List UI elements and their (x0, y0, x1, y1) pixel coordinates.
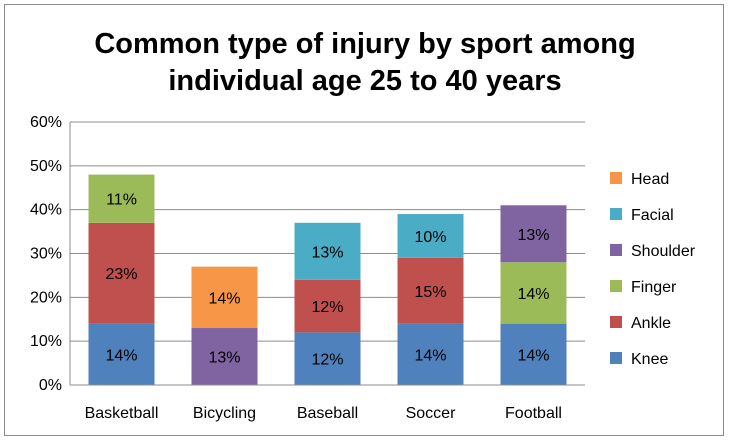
bar-segment-knee (294, 332, 361, 385)
y-tick-label: 50% (30, 158, 62, 175)
legend-label: Finger (631, 279, 677, 296)
data-label: 12% (311, 299, 343, 316)
y-tick-label: 30% (30, 246, 62, 263)
bar-segment-head (191, 266, 258, 329)
legend-item-ankle: Ankle (610, 315, 671, 332)
data-label: 11% (106, 192, 137, 209)
bar-segment-ankle (88, 222, 155, 324)
x-tick-label: Football (505, 405, 562, 422)
y-tick-label: 40% (30, 202, 62, 219)
bars: 14% 23% 11% 13% 14% 12% 12% 13% 14% 15% 10% 14% 14% 1… (88, 174, 567, 385)
chart-title: Common type of injury by sport among ind… (94, 28, 635, 97)
data-label: 10% (414, 229, 446, 246)
chart-title-line-1: Common type of injury by sport among (94, 28, 635, 60)
data-label: 13% (208, 350, 240, 367)
chart-title-line-2: individual age 25 to 40 years (168, 65, 561, 97)
legend-swatch (610, 280, 622, 292)
bar-segment-knee (88, 323, 155, 385)
bar-segment-facial (294, 222, 361, 280)
bar-segment-shoulder (500, 205, 567, 263)
y-axis: 0% 10% 20% 30% 40% 50% 60% (30, 114, 71, 394)
bar-segment-knee (397, 323, 464, 385)
bar-segment-finger (500, 262, 567, 324)
legend-label: Shoulder (631, 243, 696, 260)
data-label: 23% (105, 266, 137, 283)
legend-swatch (610, 244, 622, 256)
legend-label: Knee (631, 351, 668, 368)
y-tick-label: 10% (30, 333, 62, 350)
data-label: 14% (414, 347, 446, 364)
legend-label: Facial (631, 207, 674, 224)
bar-segment-knee (500, 323, 567, 385)
bar-segment-ankle (294, 279, 361, 333)
data-label: 13% (311, 244, 343, 261)
x-tick-label: Bicycling (193, 405, 256, 422)
legend-item-facial: Facial (610, 207, 674, 224)
data-label: 13% (517, 227, 549, 244)
y-tick-label: 20% (30, 289, 62, 306)
bar-segment-ankle (397, 257, 464, 324)
data-label: 14% (517, 286, 549, 303)
x-axis: Basketball Bicycling Baseball Soccer Footbal… (70, 384, 585, 422)
legend-swatch (610, 208, 622, 220)
legend-swatch (610, 316, 622, 328)
bar-segment-finger (88, 174, 155, 223)
data-label: 14% (208, 290, 240, 307)
data-label: 15% (414, 284, 446, 301)
bar-segment-facial (397, 214, 464, 258)
legend-swatch (610, 352, 622, 364)
data-label: 14% (105, 347, 137, 364)
gridlines (70, 121, 585, 342)
bar-segment-shoulder (191, 328, 258, 385)
legend-label: Head (631, 171, 669, 188)
x-tick-label: Soccer (406, 405, 456, 422)
legend-label: Ankle (631, 315, 671, 332)
legend-item-shoulder: Shoulder (610, 243, 696, 260)
y-tick-label: 0% (39, 377, 62, 394)
data-label: 12% (311, 352, 343, 369)
x-tick-label: Basketball (85, 405, 159, 422)
legend-swatch (610, 172, 622, 184)
data-label: 14% (517, 347, 549, 364)
legend-item-knee: Knee (610, 351, 668, 368)
x-tick-label: Baseball (297, 405, 358, 422)
legend: Head Facial Shoulder Finger Ankle Knee (610, 171, 696, 368)
y-tick-label: 60% (30, 114, 62, 131)
legend-item-finger: Finger (610, 279, 677, 296)
legend-item-head: Head (610, 171, 669, 188)
